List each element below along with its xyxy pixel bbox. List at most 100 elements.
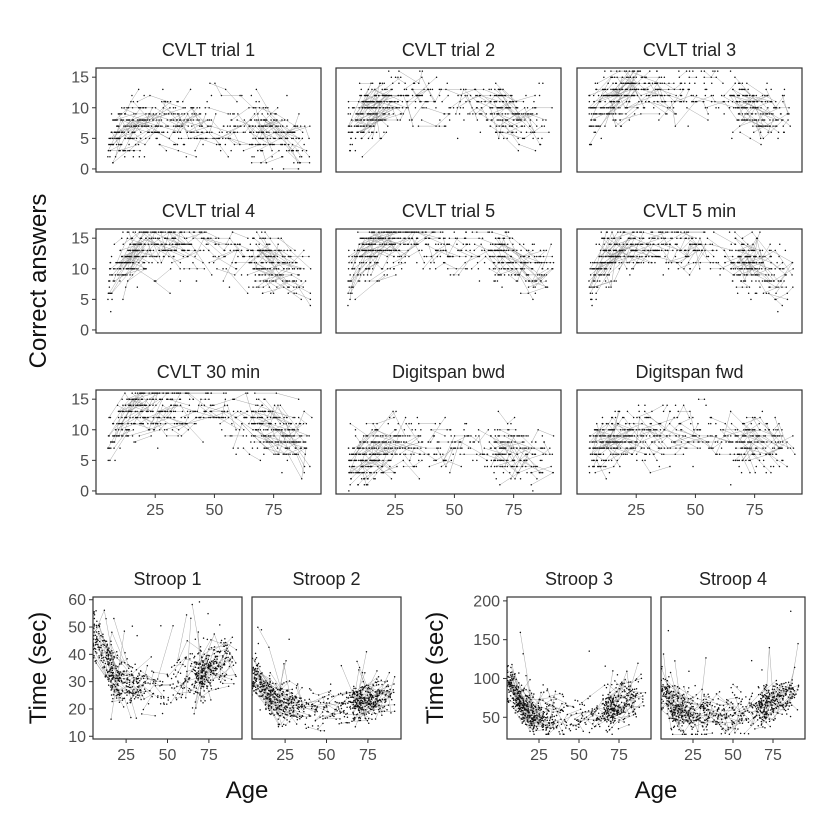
y-tick-label: 50 — [482, 710, 500, 727]
panel-cvlt-5-min: CVLT 5 min — [576, 201, 803, 334]
x-tick-label: 25 — [117, 747, 135, 764]
panel-title: Stroop 1 — [133, 569, 201, 589]
y-tick-label: 60 — [68, 592, 86, 609]
x-tick-label: 75 — [265, 502, 283, 519]
x-tick-label: 75 — [746, 502, 764, 519]
y-tick-label: 15 — [71, 70, 89, 87]
x-tick-label: 50 — [687, 502, 705, 519]
x-tick-label: 25 — [276, 747, 294, 764]
y-tick-label: 100 — [473, 671, 500, 688]
panel-title: Stroop 4 — [699, 569, 767, 589]
panel-title: CVLT 30 min — [157, 362, 260, 382]
panel-cvlt-trial-1: CVLT trial 1 0 5 10 15 — [71, 40, 322, 178]
x-tick-label: 25 — [627, 502, 645, 519]
plot-area — [347, 410, 555, 492]
plot-area — [252, 626, 396, 732]
panel-title: Digitspan fwd — [635, 362, 743, 382]
y-tick-label: 5 — [80, 131, 89, 148]
plot-area — [347, 70, 553, 158]
panel-frame — [660, 596, 806, 740]
panel-stroop-1: Stroop 1 10 20 30 40 50 60 25 50 75 — [68, 569, 243, 764]
y-tick-label: 10 — [71, 261, 89, 278]
x-axis-title: Age — [226, 777, 269, 804]
panel-title: Stroop 2 — [292, 569, 360, 589]
x-tick-label: 75 — [359, 747, 377, 764]
panel-title: CVLT trial 5 — [402, 201, 495, 221]
y-tick-label: 15 — [71, 231, 89, 248]
observation-points — [507, 631, 647, 736]
observation-points — [93, 601, 238, 720]
plot-area — [107, 82, 311, 170]
x-tick-label: 25 — [146, 502, 164, 519]
y-tick-label: 10 — [71, 100, 89, 117]
observation-points — [347, 231, 555, 307]
plot-area — [588, 70, 791, 146]
panel-title: CVLT 5 min — [643, 201, 736, 221]
y-axis-title: Correct answers — [25, 194, 52, 369]
panel-stroop-2: Stroop 2 25 50 75 — [251, 569, 402, 764]
observation-points — [107, 392, 313, 480]
plot-area — [107, 231, 312, 313]
y-tick-label: 15 — [71, 392, 89, 409]
panel-title: CVLT trial 2 — [402, 40, 495, 60]
panel-title: CVLT trial 4 — [162, 201, 255, 221]
y-tick-label: 50 — [68, 620, 86, 637]
observation-points — [588, 70, 791, 146]
panel-title: CVLT trial 1 — [162, 40, 255, 60]
panel-cvlt-30-min: CVLT 30 min 0 5 10 15 25 50 75 — [71, 362, 322, 519]
y-tick-label: 0 — [80, 483, 89, 500]
panel-stroop-4: Stroop 4 25 50 75 — [660, 569, 806, 764]
x-tick-label: 75 — [505, 502, 523, 519]
panel-title: CVLT trial 3 — [643, 40, 736, 60]
y-axis-title: Time (sec) — [422, 612, 449, 724]
y-tick-label: 30 — [68, 674, 86, 691]
x-tick-label: 50 — [724, 747, 742, 764]
observation-points — [107, 82, 311, 170]
x-tick-label: 50 — [570, 747, 588, 764]
observation-points — [347, 70, 553, 158]
x-tick-label: 50 — [206, 502, 224, 519]
y-tick-label: 10 — [68, 729, 86, 746]
x-tick-label: 50 — [446, 502, 464, 519]
observation-points — [661, 610, 800, 736]
panel-frame — [251, 596, 402, 740]
x-tick-label: 25 — [386, 502, 404, 519]
x-tick-label: 75 — [764, 747, 782, 764]
x-tick-label: 25 — [530, 747, 548, 764]
panel-stroop-3: Stroop 3 50 100 150 200 25 50 75 — [473, 569, 652, 764]
y-tick-label: 20 — [68, 701, 86, 718]
panel-cvlt-trial-4: CVLT trial 4 0 5 10 15 — [71, 201, 322, 339]
plot-area — [107, 392, 313, 480]
x-tick-label: 50 — [318, 747, 336, 764]
panel-cvlt-trial-3: CVLT trial 3 — [576, 40, 803, 173]
participant-trajectories — [588, 70, 791, 145]
y-axis-title: Time (sec) — [25, 612, 52, 724]
panel-digitspan-fwd: Digitspan fwd 25 50 75 — [576, 362, 803, 519]
y-tick-label: 200 — [473, 593, 500, 610]
plot-area — [347, 231, 555, 307]
plot-area — [93, 601, 238, 720]
facet-group-stroop-b: Stroop 3 50 100 150 200 25 50 75 Stroop 4 25 50 75 T… — [422, 569, 806, 804]
y-tick-label: 0 — [80, 161, 89, 178]
panel-cvlt-trial-2: CVLT trial 2 — [335, 40, 562, 173]
y-tick-label: 0 — [80, 322, 89, 339]
x-tick-label: 25 — [684, 747, 702, 764]
facet-group-memory: CVLT trial 1 0 5 10 15 CVLT trial 2 CVLT trial… — [25, 40, 803, 519]
panel-cvlt-trial-5: CVLT trial 5 — [335, 201, 562, 334]
plot-area — [588, 398, 796, 486]
y-tick-label: 40 — [68, 647, 86, 664]
x-axis-title: Age — [635, 777, 678, 804]
x-tick-label: 75 — [610, 747, 628, 764]
panel-title: Stroop 3 — [545, 569, 613, 589]
panel-digitspan-bwd: Digitspan bwd 25 50 75 — [335, 362, 562, 519]
x-tick-label: 50 — [159, 747, 177, 764]
plot-area — [661, 610, 800, 736]
facet-group-stroop-a: Stroop 1 10 20 30 40 50 60 25 50 75 Stroop 2 25 50 75… — [25, 569, 402, 804]
panel-title: Digitspan bwd — [392, 362, 505, 382]
x-tick-label: 75 — [200, 747, 218, 764]
plot-area — [507, 631, 647, 736]
observation-points — [588, 398, 796, 486]
plot-area — [588, 231, 794, 313]
y-tick-label: 150 — [473, 632, 500, 649]
